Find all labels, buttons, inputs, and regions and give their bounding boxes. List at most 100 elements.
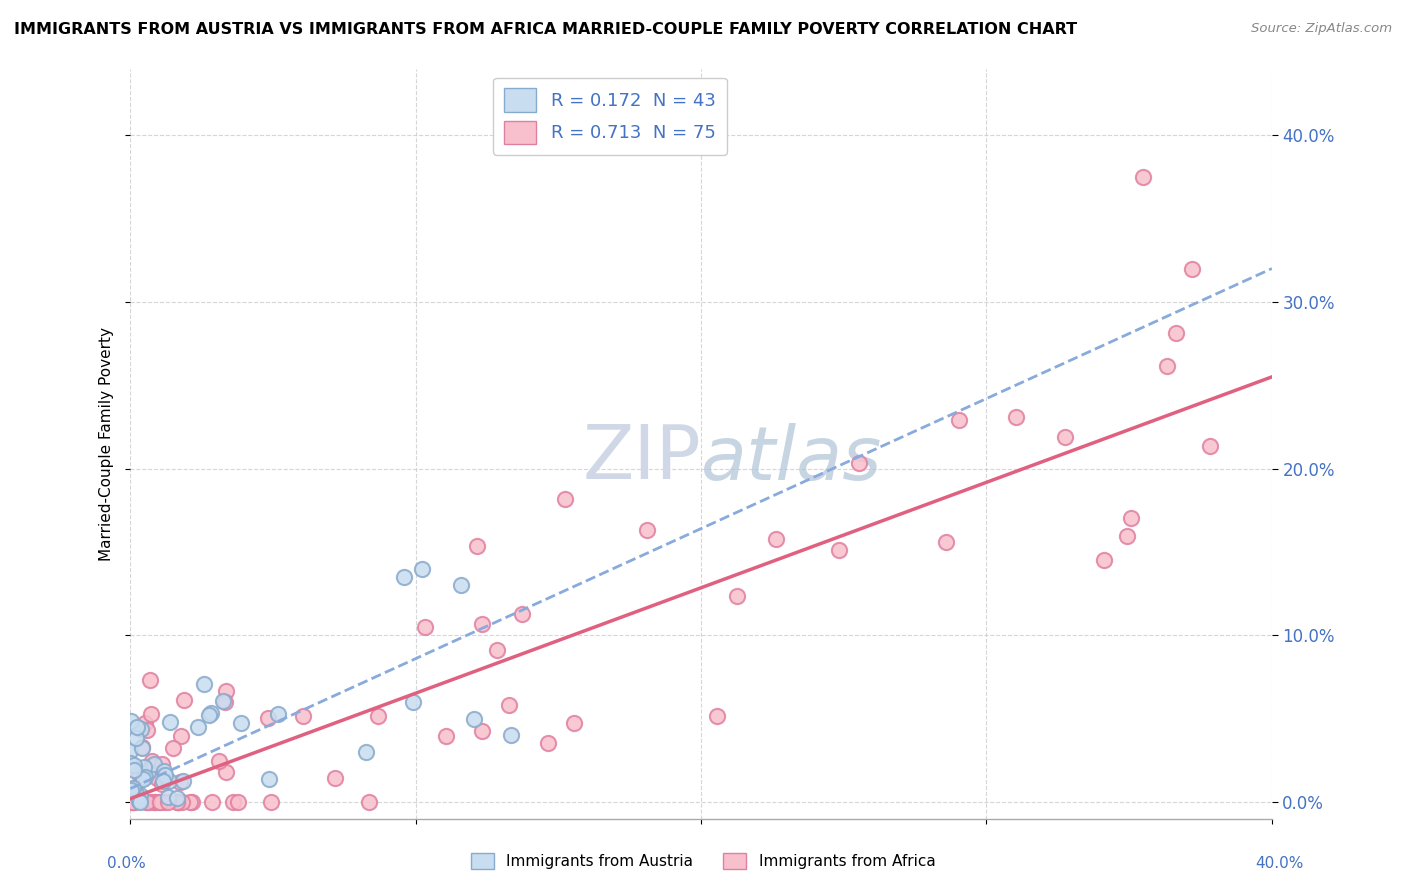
Y-axis label: Married-Couple Family Poverty: Married-Couple Family Poverty bbox=[100, 326, 114, 560]
Point bbox=[134, 716, 156, 731]
Point bbox=[166, 795, 188, 809]
Point bbox=[725, 589, 748, 603]
Text: 40.0%: 40.0% bbox=[1256, 856, 1303, 871]
Point bbox=[354, 745, 377, 759]
Point bbox=[948, 413, 970, 427]
Point bbox=[157, 774, 180, 789]
Point bbox=[193, 677, 215, 691]
Point bbox=[121, 795, 143, 809]
Point bbox=[152, 764, 174, 778]
Point bbox=[187, 720, 209, 734]
Point bbox=[166, 790, 188, 805]
Point bbox=[152, 774, 174, 789]
Point bbox=[222, 795, 245, 809]
Point bbox=[257, 772, 280, 786]
Point bbox=[485, 643, 508, 657]
Point bbox=[138, 764, 160, 779]
Point bbox=[122, 758, 145, 772]
Point bbox=[636, 523, 658, 537]
Point bbox=[120, 744, 142, 758]
Point bbox=[141, 759, 163, 773]
Text: atlas: atlas bbox=[702, 423, 883, 494]
Point bbox=[124, 795, 146, 809]
Point bbox=[143, 795, 166, 809]
Point bbox=[1053, 430, 1076, 444]
Point bbox=[411, 561, 433, 575]
Point bbox=[323, 772, 346, 786]
Point bbox=[128, 795, 150, 809]
Point bbox=[172, 795, 194, 809]
Point bbox=[122, 780, 145, 795]
Point bbox=[150, 757, 173, 772]
Point bbox=[125, 731, 148, 745]
Point bbox=[463, 712, 485, 726]
Point bbox=[201, 795, 224, 809]
Point bbox=[120, 714, 142, 728]
Text: 0.0%: 0.0% bbox=[107, 856, 146, 871]
Point bbox=[167, 795, 190, 809]
Point bbox=[146, 771, 169, 785]
Point bbox=[132, 772, 155, 786]
Point bbox=[562, 716, 585, 731]
Point bbox=[129, 723, 152, 737]
Point bbox=[471, 617, 494, 632]
Point bbox=[141, 754, 163, 768]
Point bbox=[132, 760, 155, 774]
Point bbox=[166, 795, 188, 809]
Point bbox=[120, 756, 142, 771]
Point bbox=[260, 795, 283, 809]
Point bbox=[357, 795, 380, 809]
Point bbox=[510, 607, 533, 622]
Point bbox=[1004, 410, 1026, 425]
Point bbox=[267, 707, 290, 722]
Point bbox=[142, 795, 165, 809]
Point bbox=[172, 774, 194, 789]
Point bbox=[173, 693, 195, 707]
Point bbox=[215, 764, 238, 779]
Point bbox=[135, 795, 157, 809]
Point bbox=[148, 795, 170, 809]
Text: ZIP: ZIP bbox=[582, 422, 702, 495]
Point bbox=[139, 673, 162, 687]
Point bbox=[180, 795, 202, 809]
Point bbox=[413, 620, 436, 634]
Point bbox=[465, 539, 488, 553]
Point bbox=[131, 741, 153, 756]
Point bbox=[1116, 529, 1139, 543]
Point bbox=[135, 723, 157, 738]
Point bbox=[848, 456, 870, 470]
Point bbox=[214, 695, 236, 709]
Point bbox=[131, 739, 153, 754]
Point bbox=[229, 716, 252, 731]
Point bbox=[554, 492, 576, 507]
Point bbox=[157, 795, 180, 809]
Point bbox=[765, 532, 787, 546]
Point bbox=[159, 715, 181, 730]
Point bbox=[139, 795, 162, 809]
Point bbox=[149, 795, 172, 809]
Point bbox=[207, 754, 229, 768]
Point bbox=[226, 795, 249, 809]
Point bbox=[134, 770, 156, 784]
Point bbox=[1156, 359, 1178, 373]
Point bbox=[1132, 169, 1154, 184]
Point bbox=[392, 570, 415, 584]
Text: IMMIGRANTS FROM AUSTRIA VS IMMIGRANTS FROM AFRICA MARRIED-COUPLE FAMILY POVERTY : IMMIGRANTS FROM AUSTRIA VS IMMIGRANTS FR… bbox=[14, 22, 1077, 37]
Point bbox=[257, 711, 280, 725]
Text: Source: ZipAtlas.com: Source: ZipAtlas.com bbox=[1251, 22, 1392, 36]
Point bbox=[828, 543, 851, 558]
Point bbox=[153, 795, 176, 809]
Point bbox=[501, 728, 523, 742]
Point bbox=[215, 684, 238, 698]
Point bbox=[122, 795, 145, 809]
Point bbox=[170, 729, 193, 743]
Point bbox=[367, 709, 389, 723]
Point bbox=[1092, 553, 1115, 567]
Point bbox=[162, 741, 184, 756]
Point bbox=[450, 578, 472, 592]
Point bbox=[1199, 439, 1222, 453]
Legend: R = 0.172  N = 43, R = 0.713  N = 75: R = 0.172 N = 43, R = 0.713 N = 75 bbox=[494, 78, 727, 154]
Point bbox=[1181, 261, 1204, 276]
Point bbox=[142, 757, 165, 772]
Point bbox=[125, 720, 148, 734]
